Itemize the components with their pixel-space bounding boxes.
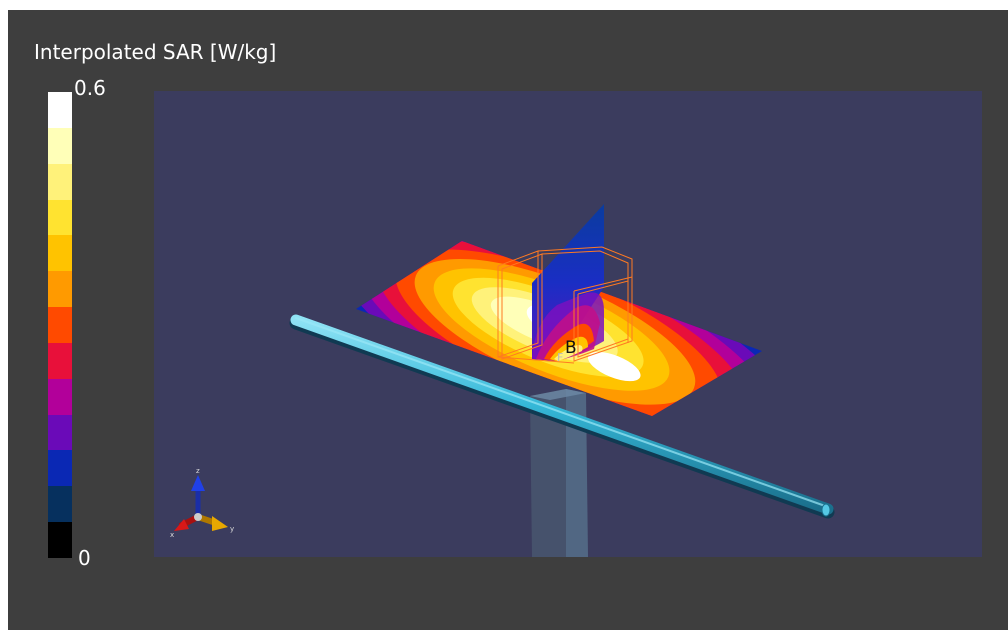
- probe-wireframe: [497, 246, 633, 364]
- color-scale-swatch: [48, 522, 72, 558]
- color-scale-swatch: [48, 127, 72, 164]
- color-scale-swatch: [48, 486, 72, 523]
- axis-triad-icon[interactable]: z y x: [170, 467, 234, 539]
- legend-max-label: 0.6: [74, 76, 106, 100]
- color-scale-swatch: [48, 342, 72, 379]
- color-scale-swatch: [48, 307, 72, 343]
- color-scale-swatch: [48, 199, 72, 236]
- probe-label: B: [565, 338, 577, 358]
- legend-title: Interpolated SAR [W/kg]: [34, 40, 277, 64]
- sar-contour-peak: [587, 351, 641, 382]
- axis-label-x: x: [170, 531, 174, 539]
- color-scale-swatch: [48, 92, 72, 128]
- 3d-scene[interactable]: B F z y x: [154, 91, 982, 557]
- color-scale-swatch: [48, 271, 72, 308]
- probe-marker: F: [557, 351, 563, 364]
- color-scale-bar: [48, 92, 72, 558]
- axis-label-y: y: [230, 525, 234, 533]
- color-scale-swatch: [48, 163, 72, 200]
- color-scale-swatch: [48, 235, 72, 272]
- color-scale-swatch: [48, 450, 72, 487]
- render-panel: Interpolated SAR [W/kg] 0.6 0: [8, 10, 1008, 630]
- color-scale-swatch: [48, 414, 72, 451]
- feed-cylinder: [289, 314, 835, 519]
- color-scale-swatch: [48, 378, 72, 415]
- legend-min-label: 0: [78, 546, 91, 570]
- 3d-viewport[interactable]: B F z y x: [154, 91, 982, 557]
- axis-label-z: z: [196, 467, 200, 475]
